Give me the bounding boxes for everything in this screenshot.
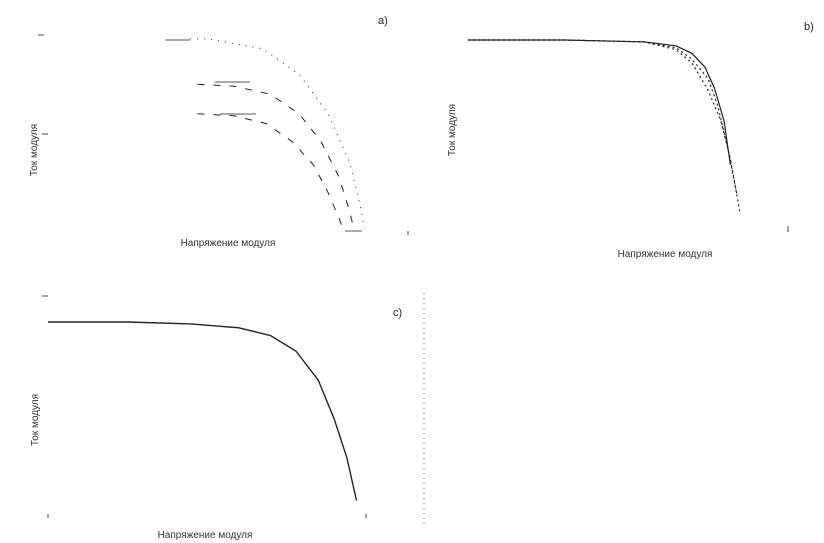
chart-a-series-1-line	[190, 38, 365, 229]
panel-b-xlabel: Напряжение модуля	[618, 249, 713, 260]
panel-a-ylabel: Ток модуля	[29, 124, 40, 176]
panel-a-series-group	[190, 38, 365, 229]
panel-b-ylabel: Ток модуля	[447, 104, 458, 156]
panel-b: b) Напряжение модуля Ток модуля	[447, 21, 814, 260]
chart-c-series-1-line	[48, 321, 358, 501]
chart-a-series-2-line	[197, 83, 355, 229]
panel-c-xlabel: Напряжение модуля	[158, 530, 253, 541]
panel-a: a) Напряжение модуля Ток модуля	[29, 15, 409, 249]
panel-c: c) Напряжение модуля Ток модуля	[30, 293, 425, 541]
panel-a-label: a)	[378, 15, 388, 27]
chart-b-series-1-line	[468, 39, 731, 165]
chart-a-series-3-line	[197, 113, 344, 229]
panel-b-series-group	[468, 39, 741, 213]
panel-c-ylabel: Ток модуля	[30, 394, 41, 446]
panel-a-xlabel: Напряжение модуля	[181, 238, 276, 249]
panel-b-label: b)	[804, 21, 814, 33]
panel-c-label: c)	[393, 307, 402, 319]
chart-b-series-3-line	[468, 39, 741, 213]
panel-c-series-group	[48, 321, 358, 501]
chart-b-series-2-line	[468, 39, 738, 194]
